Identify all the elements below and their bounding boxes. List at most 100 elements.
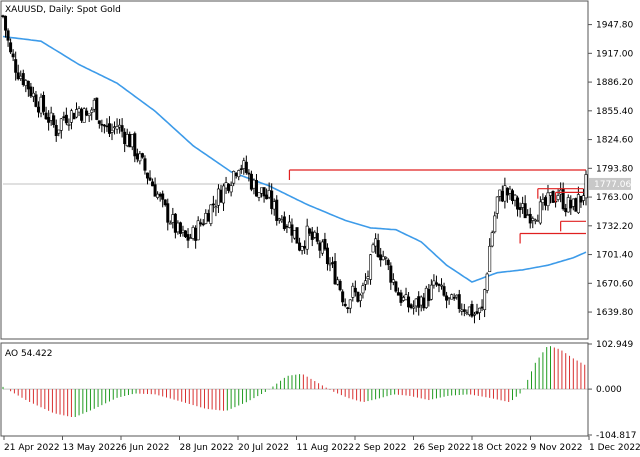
- candle-body: [270, 190, 274, 209]
- candle-body: [275, 199, 279, 221]
- candle-body: [478, 307, 482, 313]
- candle-body: [151, 181, 155, 187]
- candle-body: [21, 73, 25, 85]
- candle-body: [219, 189, 223, 203]
- candle-body: [475, 311, 479, 314]
- current-price-box: [589, 177, 631, 190]
- candle-body: [234, 172, 238, 177]
- candle-body: [343, 303, 347, 307]
- candle-body: [90, 109, 94, 113]
- candle-body: [569, 199, 573, 209]
- candle-body: [49, 112, 53, 121]
- candle-body: [254, 180, 258, 197]
- candle-body: [62, 116, 66, 118]
- price-tick-label: 1701.40: [596, 251, 633, 261]
- candle-body: [561, 188, 565, 210]
- candle-body: [531, 218, 535, 221]
- candle-body: [427, 289, 431, 301]
- price-tick-label: 1947.80: [596, 21, 633, 31]
- candle-body: [391, 279, 395, 283]
- candle-body: [204, 213, 208, 224]
- candle-body: [412, 306, 416, 309]
- candle-body: [424, 287, 428, 308]
- candle-body: [199, 222, 203, 225]
- candle-body: [341, 291, 345, 303]
- candle-body: [445, 295, 449, 301]
- candle-body: [369, 254, 373, 280]
- candle-body: [308, 228, 312, 234]
- candle-body: [470, 304, 474, 317]
- price-tick-label: 1732.20: [596, 222, 633, 232]
- candle-body: [125, 134, 129, 146]
- candle-body: [285, 225, 289, 228]
- candle-body: [209, 204, 213, 224]
- candle-body: [500, 191, 504, 202]
- candle-body: [495, 196, 499, 214]
- candle-body: [105, 125, 109, 128]
- candle-body: [184, 230, 188, 238]
- candle-body: [140, 153, 144, 158]
- candle-body: [518, 207, 522, 210]
- candle-body: [196, 220, 200, 241]
- candle-body: [158, 193, 162, 197]
- date-tick-label: 6 Jun 2022: [121, 443, 169, 453]
- candle-body: [320, 241, 324, 254]
- candle-body: [14, 59, 18, 73]
- candle-body: [432, 280, 436, 286]
- date-tick-label: 20 Jul 2022: [238, 443, 289, 453]
- candle-body: [422, 297, 426, 309]
- candle-body: [166, 203, 170, 223]
- candle-body: [498, 189, 502, 197]
- candle-body: [399, 292, 403, 303]
- candle-body: [4, 15, 8, 31]
- candle-body: [249, 173, 253, 190]
- candle-body: [176, 222, 180, 233]
- price-tick-label: 1763.00: [596, 193, 633, 203]
- candle-body: [505, 187, 509, 196]
- candle-body: [381, 256, 385, 261]
- candle-body: [24, 80, 28, 86]
- candle-body: [214, 206, 218, 209]
- candle-body: [338, 280, 342, 291]
- candle-body: [186, 234, 190, 241]
- candle-body: [442, 286, 446, 296]
- candle-body: [404, 294, 408, 301]
- candle-body: [543, 197, 547, 206]
- candle-body: [298, 242, 302, 251]
- candle-body: [163, 199, 167, 206]
- candle-body: [394, 281, 398, 292]
- candle-body: [417, 296, 421, 308]
- candle-body: [145, 172, 149, 179]
- candle-body: [75, 109, 79, 118]
- candle-body: [100, 123, 104, 126]
- candle-body: [452, 297, 456, 299]
- candle-body: [389, 265, 393, 283]
- candle-body: [457, 294, 461, 310]
- candle-body: [523, 203, 527, 219]
- candle-body: [143, 158, 147, 171]
- date-tick-label: 26 Sep 2022: [414, 443, 471, 453]
- main-pane-frame: [0, 0, 589, 340]
- candle-body: [173, 213, 177, 233]
- candle-body: [351, 285, 355, 298]
- candle-body: [384, 257, 388, 259]
- candle-body: [460, 309, 464, 312]
- candle-body: [490, 232, 494, 247]
- candle-body: [42, 94, 46, 112]
- candle-body: [287, 221, 291, 228]
- ao-tick-label: 102.949: [596, 340, 633, 350]
- date-tick-label: 1 Dec 2022: [589, 443, 640, 453]
- candle-body: [224, 182, 228, 189]
- candle-body: [579, 195, 583, 203]
- date-tick-label: 9 Nov 2022: [531, 443, 583, 453]
- candle-body: [576, 194, 580, 214]
- candle-body: [31, 92, 35, 97]
- candle-body: [333, 261, 337, 285]
- candle-body: [315, 233, 319, 242]
- candle-body: [247, 172, 251, 175]
- candle-body: [171, 214, 175, 223]
- candle-body: [571, 198, 575, 207]
- candle-body: [313, 231, 317, 238]
- candle-body: [379, 254, 383, 261]
- candle-body: [29, 86, 33, 97]
